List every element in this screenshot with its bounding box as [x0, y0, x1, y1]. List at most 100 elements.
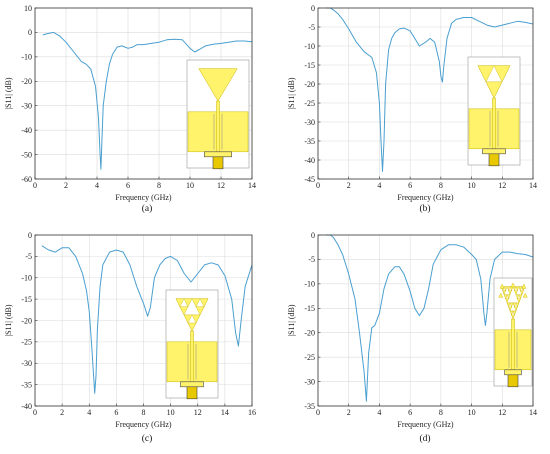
x-tick-label: 4	[377, 408, 381, 417]
x-tick-label: 14	[221, 408, 229, 417]
fractal-bump	[522, 292, 528, 298]
y-tick-label: -30	[304, 118, 315, 127]
x-tick-label: 14	[529, 181, 537, 190]
x-tick-label: 8	[157, 181, 161, 190]
panel-caption: (b)	[419, 203, 430, 214]
connector-pin	[507, 374, 519, 388]
connector-flange	[204, 151, 232, 158]
y-tick-label: -60	[21, 175, 32, 184]
series-line	[325, 7, 534, 172]
fractal-hole	[514, 302, 518, 308]
y-tick-label: 0	[311, 231, 315, 240]
x-tick-label: 12	[194, 408, 202, 417]
fractal-hole	[511, 310, 515, 316]
chart-panel: 0 2 4 6 8 10 12 14 16 0 -5 -10 -15 -20 -25 -30 -35 -40 Fre…	[4, 231, 256, 444]
y-tick-label: -40	[21, 402, 32, 411]
connector-pin	[186, 386, 198, 400]
plot-frame	[317, 7, 534, 180]
y-tick-label: -25	[304, 353, 315, 362]
x-tick-label: 12	[498, 181, 506, 190]
x-tick-label: 12	[217, 181, 225, 190]
x-axis-label: Frequency (GHz)	[115, 420, 172, 429]
antenna-inset	[467, 56, 521, 167]
feed-line	[216, 100, 220, 153]
x-tick-label: 10	[186, 181, 194, 190]
x-axis-label: Frequency (GHz)	[397, 193, 454, 202]
panel-caption: (d)	[419, 433, 430, 444]
feed-line	[511, 318, 515, 371]
radiator-triangle	[198, 68, 238, 102]
fractal-bump	[510, 282, 516, 288]
connector-flange	[180, 381, 204, 388]
x-tick-label: 8	[439, 408, 443, 417]
y-tick-label: -5	[308, 255, 315, 264]
y-tick-label: -15	[21, 295, 32, 304]
y-tick-label: -40	[21, 126, 32, 135]
x-tick-label: 14	[529, 408, 537, 417]
chart-panel: 0 2 4 6 8 10 12 14 10 0 -10 -20 -30 -40 -50 -60 Frequenc…	[4, 4, 256, 214]
antenna-inset	[165, 289, 219, 400]
x-tick-label: 4	[87, 408, 91, 417]
feed-line	[492, 97, 496, 150]
y-tick-label: -10	[304, 42, 315, 51]
x-tick-label: 12	[498, 408, 506, 417]
x-tick-label: 8	[439, 181, 443, 190]
x-tick-label: 0	[316, 181, 320, 190]
y-tick-label: -25	[304, 99, 315, 108]
y-tick-label: -5	[25, 252, 32, 261]
x-tick-label: 6	[408, 181, 412, 190]
x-tick-label: 0	[316, 408, 320, 417]
fractal-hole	[520, 286, 524, 291]
feed-line	[190, 330, 194, 383]
fractal-hole	[187, 314, 197, 324]
y-tick-label: -20	[21, 77, 32, 86]
y-tick-label: -30	[21, 359, 32, 368]
x-tick-label: 8	[142, 408, 146, 417]
plot-frame	[317, 234, 534, 407]
chart-panel: 0 2 4 6 8 10 12 14 0 -5 -10 -15 -20 -25 -30 -35 Frequenc…	[287, 231, 537, 444]
panel-caption: (c)	[142, 433, 153, 444]
fractal-hole	[508, 302, 512, 308]
x-tick-label: 6	[114, 408, 118, 417]
x-tick-label: 2	[60, 408, 64, 417]
fractal-hole	[195, 298, 205, 307]
x-tick-label: 0	[33, 408, 37, 417]
x-axis-label: Frequency (GHz)	[397, 420, 454, 429]
series-line	[41, 245, 253, 394]
x-tick-label: 4	[377, 181, 381, 190]
fractal-hole	[505, 294, 509, 299]
y-axis-label: |S11| (dB)	[287, 77, 296, 109]
y-tick-label: -10	[304, 280, 315, 289]
y-tick-label: -50	[21, 150, 32, 159]
y-tick-label: -20	[21, 316, 32, 325]
x-tick-label: 10	[468, 181, 476, 190]
antenna-inset	[493, 277, 533, 388]
x-tick-label: 2	[64, 181, 68, 190]
fractal-hole	[517, 294, 521, 299]
x-tick-label: 6	[408, 408, 412, 417]
fractal-hole	[508, 286, 512, 291]
y-tick-label: -35	[304, 137, 315, 146]
x-tick-label: 0	[33, 181, 37, 190]
antenna-inset	[186, 59, 250, 170]
x-tick-label: 2	[347, 408, 351, 417]
y-axis-label: |S11| (dB)	[287, 304, 296, 336]
x-axis-label: Frequency (GHz)	[115, 193, 172, 202]
y-tick-label: -30	[304, 377, 315, 386]
x-tick-label: 2	[347, 181, 351, 190]
x-tick-label: 10	[468, 408, 476, 417]
fractal-bump	[498, 292, 504, 298]
y-tick-label: -35	[304, 402, 315, 411]
y-tick-label: -35	[21, 380, 32, 389]
fractal-hole	[485, 65, 503, 83]
fractal-bump	[499, 283, 505, 289]
y-tick-label: 0	[28, 28, 32, 37]
y-tick-label: -20	[304, 80, 315, 89]
x-tick-label: 4	[95, 181, 99, 190]
y-tick-label: 10	[24, 4, 32, 13]
y-axis-label: |S11| (dB)	[4, 77, 13, 109]
connector-flange	[482, 148, 506, 155]
y-tick-label: -40	[304, 156, 315, 165]
x-tick-label: 16	[248, 408, 256, 417]
